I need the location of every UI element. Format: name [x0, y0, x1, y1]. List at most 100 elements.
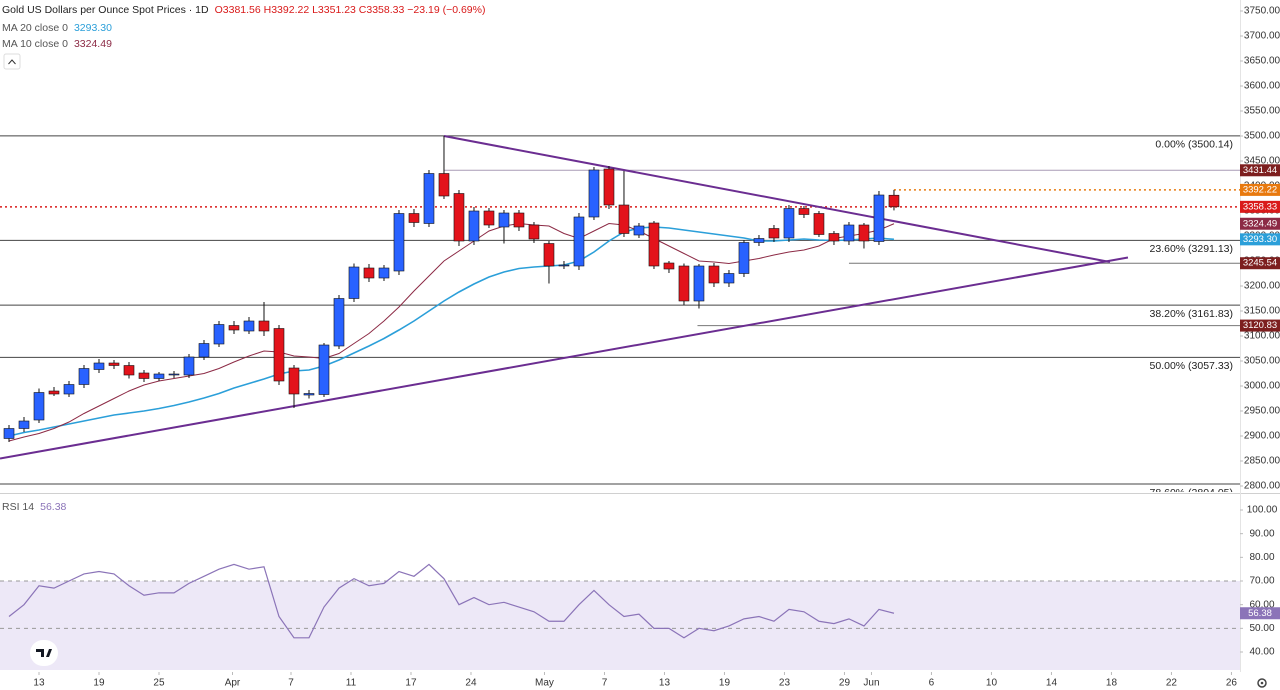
header: Gold US Dollars per Ounce Spot Prices · … [2, 4, 491, 16]
candle-body [318, 344, 330, 395]
x-tick-label: May [535, 678, 554, 689]
rsi-pane [0, 563, 1240, 670]
rsi-tick-label: 40.00 [1249, 647, 1274, 658]
rsi-tick-label: 80.00 [1249, 552, 1274, 563]
candle-body [138, 372, 150, 379]
candle-body [258, 320, 270, 332]
price-box [1240, 319, 1280, 332]
candle-body [288, 367, 300, 395]
candle-body [858, 224, 870, 242]
title: Gold US Dollars per Ounce Spot Prices · … [2, 4, 209, 16]
fib-label: 23.60% (3291.13) [1150, 243, 1233, 255]
rsi-tick-label: 70.00 [1249, 576, 1274, 587]
rsi-band [0, 581, 1240, 670]
candle-body [423, 173, 435, 224]
price-box-label: 3245.54 [1243, 258, 1277, 269]
ma20-legend: MA 20 close 0 3293.30 [2, 22, 118, 34]
candle-body [18, 420, 30, 429]
candle-body [408, 213, 420, 223]
price-box-label: 3120.83 [1243, 320, 1277, 331]
y-tick-label: 3050.00 [1244, 356, 1280, 367]
y-tick-label: 3650.00 [1244, 56, 1280, 67]
candle-body [588, 169, 600, 218]
candle-body [723, 273, 735, 284]
settings-icon[interactable] [1257, 678, 1267, 688]
legend-name: MA 10 close 0 [2, 38, 68, 50]
candle-body [243, 320, 255, 332]
x-tick-label: 7 [602, 678, 608, 689]
y-tick-label: 2850.00 [1244, 456, 1280, 467]
rsi-box [1240, 607, 1280, 620]
ohlc: O3381.56 H3392.22 L3351.23 C3358.33 −23.… [214, 4, 486, 16]
candle-body [543, 243, 555, 267]
trendline [0, 256, 1129, 460]
rsi-tick-label: 60.00 [1249, 599, 1274, 610]
y-tick-label: 3200.00 [1244, 281, 1280, 292]
price-box [1240, 200, 1280, 213]
candle-body [183, 356, 195, 376]
collapse-button[interactable] [3, 53, 21, 70]
candle-body [93, 362, 105, 370]
candle-body [348, 266, 360, 299]
candle-body [228, 325, 240, 331]
y-tick-label: 3700.00 [1244, 31, 1280, 42]
price-box [1240, 257, 1280, 270]
ma10-legend: MA 10 close 0 3324.49 [2, 38, 118, 50]
x-tick-label: 29 [839, 678, 851, 689]
candle-body [48, 390, 60, 395]
x-tick-label: 13 [659, 678, 671, 689]
candle-body [78, 368, 90, 385]
candle-body [168, 373, 180, 376]
trendline [443, 135, 1111, 263]
candle-body [678, 265, 690, 302]
candle-body [153, 373, 165, 379]
candle-body [198, 343, 210, 358]
candle-body [498, 212, 510, 228]
legend-value: 3293.30 [73, 22, 112, 34]
x-tick-label: Apr [225, 678, 241, 689]
candle-body [648, 222, 660, 267]
candle-body [843, 224, 855, 242]
candle-body [633, 225, 645, 236]
x-tick-label: 6 [929, 678, 935, 689]
moving-average [8, 222, 895, 442]
rsi-line [8, 563, 895, 639]
x-tick-label: Jun [863, 678, 879, 689]
x-tick-label: 22 [1166, 678, 1178, 689]
x-tick-label: 11 [346, 678, 357, 689]
candle-body [3, 428, 15, 439]
candle-body [618, 204, 630, 234]
y-tick-label: 3000.00 [1244, 381, 1280, 392]
x-tick-label: 18 [1106, 678, 1118, 689]
rsi-legend: RSI 14 56.38 [2, 501, 72, 513]
legend-name: RSI 14 [2, 501, 35, 513]
rsi-tick-label: 100.00 [1247, 505, 1278, 516]
x-tick-label: 17 [405, 678, 417, 689]
y-tick-label: 3500.00 [1244, 131, 1280, 142]
price-box-label: 3431.44 [1243, 165, 1277, 176]
x-tick-label: 19 [93, 678, 105, 689]
candle-body [108, 362, 120, 366]
y-tick-label: 3600.00 [1244, 81, 1280, 92]
candle-body [273, 328, 285, 382]
x-tick-label: 23 [779, 678, 791, 689]
x-tick-label: 14 [1046, 678, 1058, 689]
rsi-tick-label: 50.00 [1249, 623, 1274, 634]
candle-body [558, 264, 570, 267]
price-box [1240, 183, 1280, 196]
fib-label: 78.60% (2804.05) [1150, 487, 1233, 499]
x-tick-label: 7 [288, 678, 294, 689]
y-tick-label: 3750.00 [1244, 6, 1280, 17]
candle-body [888, 194, 900, 208]
legend-value: 3324.49 [73, 38, 112, 50]
candle-body [528, 224, 540, 240]
price-pane: 0.00% (3500.14) 23.60% (3291.13) 38.20% (3… [0, 135, 1240, 499]
x-tick-label: 10 [986, 678, 998, 689]
candle-body [378, 267, 390, 279]
candle-body [663, 262, 675, 270]
candle-body [483, 210, 495, 226]
candle-body [393, 213, 405, 272]
price-box [1240, 164, 1280, 177]
y-tick-label: 2800.00 [1244, 481, 1280, 492]
